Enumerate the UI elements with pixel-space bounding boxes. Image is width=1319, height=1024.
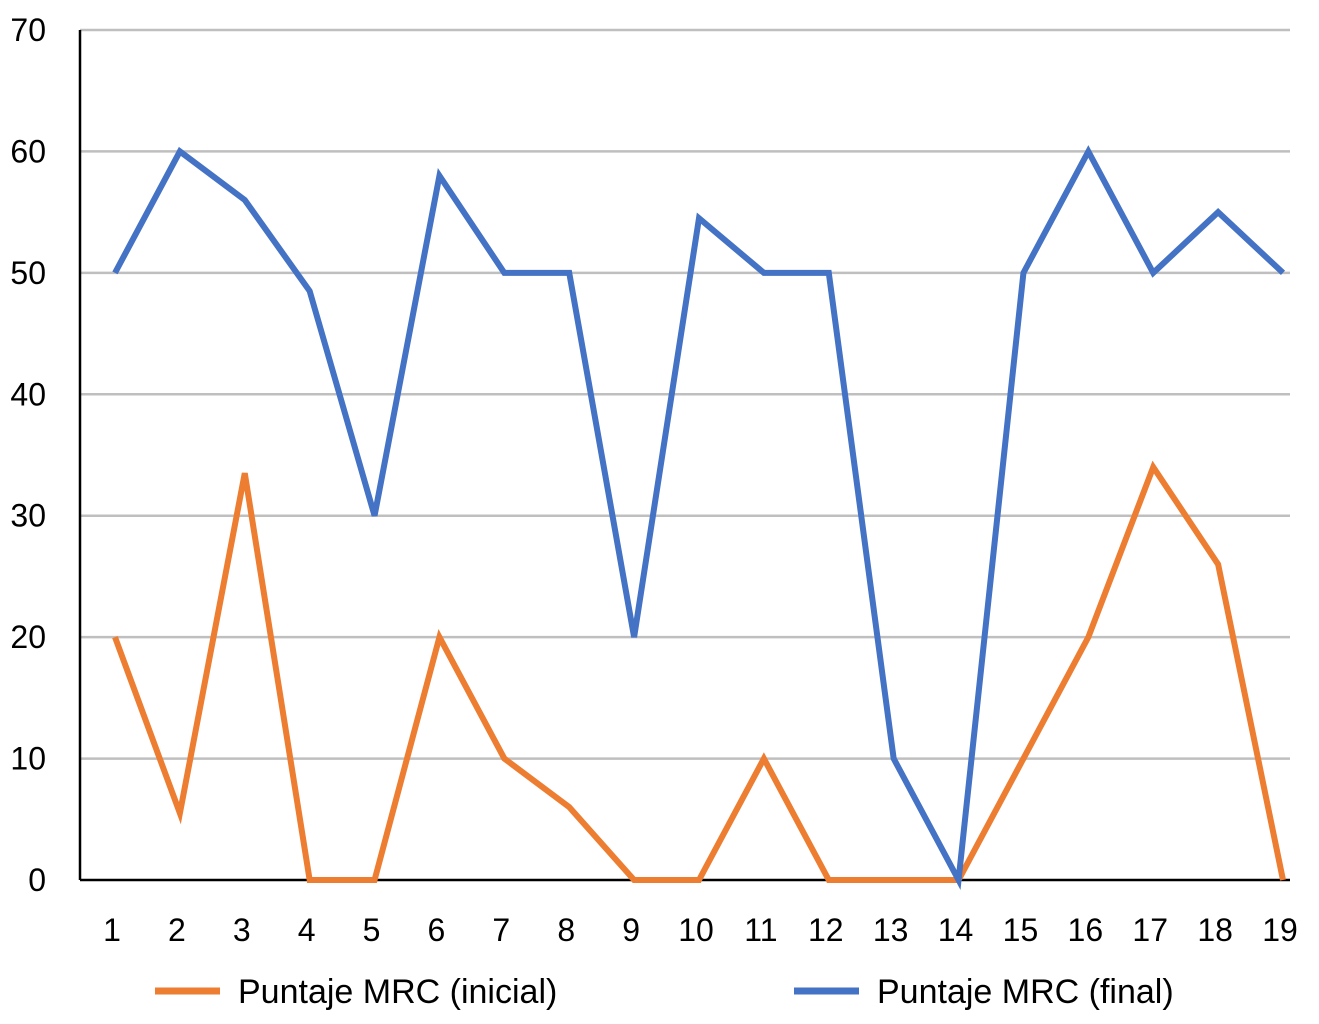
x-tick-label: 12 xyxy=(808,912,844,948)
x-tick-label: 18 xyxy=(1197,912,1233,948)
series-line-inicial xyxy=(112,460,1286,883)
x-tick-label: 10 xyxy=(678,912,714,948)
x-tick-label: 3 xyxy=(233,912,251,948)
legend-item-inicial: Puntaje MRC (inicial) xyxy=(155,973,557,1011)
x-tick-label: 9 xyxy=(622,912,640,948)
legend-label-final: Puntaje MRC (final) xyxy=(877,973,1174,1011)
x-tick-label: 19 xyxy=(1262,912,1298,948)
axes xyxy=(78,30,1290,882)
x-tick-label: 16 xyxy=(1068,912,1104,948)
y-tick-label: 0 xyxy=(28,862,46,898)
legend-item-final: Puntaje MRC (final) xyxy=(794,973,1174,1011)
x-tick-label: 15 xyxy=(1003,912,1039,948)
y-tick-labels: 0 10 20 30 40 50 60 70 xyxy=(10,12,46,898)
x-tick-label: 14 xyxy=(938,912,974,948)
y-tick-label: 30 xyxy=(10,498,46,534)
x-tick-label: 6 xyxy=(428,912,446,948)
y-tick-label: 40 xyxy=(10,376,46,412)
legend: Puntaje MRC (inicial) Puntaje MRC (final… xyxy=(155,973,1174,1011)
series-lines xyxy=(112,145,1286,891)
x-tick-label: 13 xyxy=(873,912,909,948)
x-tick-label: 5 xyxy=(363,912,381,948)
y-tick-label: 10 xyxy=(10,741,46,777)
y-tick-label: 60 xyxy=(10,133,46,169)
x-tick-label: 8 xyxy=(557,912,575,948)
legend-label-inicial: Puntaje MRC (inicial) xyxy=(238,973,557,1011)
x-tick-label: 7 xyxy=(492,912,510,948)
x-tick-label: 2 xyxy=(168,912,186,948)
x-tick-label: 17 xyxy=(1132,912,1168,948)
x-tick-label: 1 xyxy=(103,912,121,948)
y-tick-label: 20 xyxy=(10,619,46,655)
gridlines xyxy=(80,28,1290,760)
x-tick-labels: 1 2 3 4 5 6 7 8 9 10 11 12 13 14 15 16 17 18 19 xyxy=(103,912,1298,948)
y-tick-label: 70 xyxy=(10,12,46,48)
x-tick-label: 11 xyxy=(744,912,777,948)
x-tick-label: 4 xyxy=(298,912,316,948)
y-tick-label: 50 xyxy=(10,255,46,291)
